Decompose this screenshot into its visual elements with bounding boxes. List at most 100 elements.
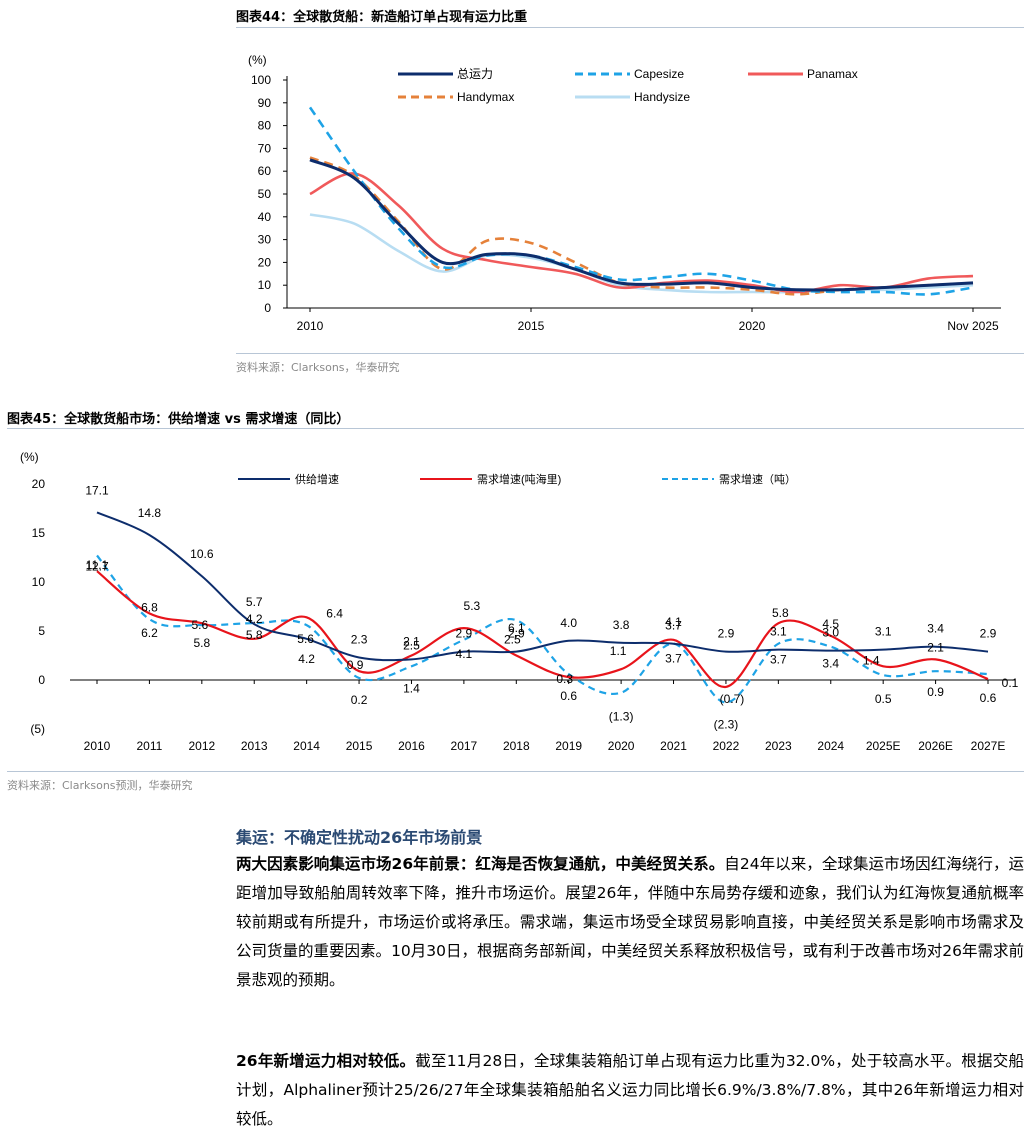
x-tick-label: 2024 (817, 739, 844, 753)
figure-44-title-text: 全球散货船：新造船订单占现有运力比重 (293, 10, 528, 25)
data-label-s0-6: 2.1 (403, 634, 420, 648)
y-tick-label: 5 (38, 624, 45, 638)
y-axis-unit-label: (%) (248, 53, 267, 67)
x-tick-label: 2026E (918, 739, 953, 753)
figure-44-source: 资料来源：Clarksons，华泰研究 (236, 361, 400, 374)
data-label-s0-9: 4.0 (560, 616, 577, 630)
data-label-s0-12: 2.9 (718, 627, 735, 641)
x-tick-label: 2018 (503, 739, 530, 753)
y-tick-label: 60 (258, 164, 272, 178)
data-label-s2-13: 3.7 (770, 653, 787, 667)
data-label-s1-14: 4.5 (822, 617, 839, 631)
legend-label-0: 总运力 (457, 67, 493, 81)
data-label-s0-4: 4.2 (298, 652, 315, 666)
y-tick-label: 0 (264, 301, 271, 315)
x-tick-label: 2027E (971, 739, 1006, 753)
data-label-s1-3: 4.2 (246, 612, 263, 626)
figure-44-top-rule (236, 27, 1024, 28)
data-label-s2-6: 1.4 (403, 681, 420, 695)
legend-label-2: Panamax (807, 67, 858, 81)
data-label-s0-15: 3.1 (875, 625, 892, 639)
data-label-s2-14: 3.4 (822, 657, 839, 671)
data-label-s0-5: 2.3 (351, 632, 368, 646)
data-label-s1-16: 2.1 (927, 640, 944, 654)
x-tick-label: 2025E (866, 739, 901, 753)
data-label-s1-10: 1.1 (610, 644, 627, 658)
y-tick-label: 100 (251, 73, 271, 87)
paragraph-1: 两大因素影响集运市场26年前景：红海是否恢复通航，中美经贸关系。自24年以来，全… (236, 850, 1024, 995)
data-label-s0-0: 17.1 (85, 483, 109, 497)
figure-45-title-text: 全球散货船市场：供给增速 vs 需求增速（同比） (64, 412, 350, 427)
chart-44: (%) 0 10 20 30 40 50 60 70 80 90 100 2010 2015 2020 Nov… (248, 53, 1001, 333)
y-tick-label: 40 (258, 210, 272, 224)
y-axis-unit-label: (%) (20, 450, 39, 464)
data-label-s1-17: 0.1 (1002, 676, 1019, 690)
paragraph-2-body: 截至11月28日，全球集装箱船订单占现有运力比重为32.0%，处于较高水平。根据… (236, 1052, 1024, 1128)
legend-label-2: 需求增速（吨） (719, 472, 796, 486)
paragraph-2-lead: 26年新增运力相对较低。 (236, 1052, 416, 1070)
series-line-2 (309, 172, 974, 294)
data-label-s1-9: 0.3 (556, 672, 573, 686)
figure-45-title: 图表45：全球散货船市场：供给增速 vs 需求增速（同比） (7, 408, 349, 427)
x-tick-label: 2020 (739, 319, 766, 333)
data-label-s0-17: 2.9 (980, 627, 997, 641)
y-tick-label: 20 (32, 477, 46, 491)
y-tick-label: 80 (258, 119, 272, 133)
y-tick-label: 15 (32, 526, 46, 540)
x-tick-label: 2010 (297, 319, 324, 333)
data-label-s2-16: 0.9 (927, 685, 944, 699)
series-line-1 (96, 570, 989, 689)
section-title: 集运：不确定性扰动26年市场前景 (236, 828, 483, 847)
data-label-s2-9: 0.6 (560, 689, 577, 703)
data-label-s1-5: 0.9 (347, 658, 364, 672)
x-tick-label: 2023 (765, 739, 792, 753)
figure-45-top-rule (7, 428, 1024, 429)
data-label-s1-0: 11.1 (86, 558, 109, 572)
x-tick-label: 2019 (555, 739, 582, 753)
data-label-s2-2: 5.6 (191, 618, 208, 632)
data-label-s2-3: 5.8 (246, 628, 263, 642)
legend-label-3: Handymax (457, 90, 514, 104)
x-tick-label: 2017 (451, 739, 478, 753)
data-label-s0-16: 3.4 (927, 622, 944, 636)
y-tick-label: 20 (258, 255, 272, 269)
series-line-2 (96, 554, 989, 704)
data-label-s1-11: 4.1 (665, 615, 682, 629)
data-label-s2-15: 0.5 (875, 692, 892, 706)
x-tick-label: 2021 (660, 739, 687, 753)
x-tick-label: 2011 (137, 739, 163, 753)
x-tick-label: 2013 (241, 739, 268, 753)
legend-label-0: 供给增速 (295, 472, 339, 486)
data-label-s0-3: 5.7 (246, 595, 263, 609)
x-tick-label: 2015 (346, 739, 373, 753)
data-label-s1-13: 5.8 (772, 606, 789, 620)
series-line-1 (308, 106, 974, 296)
y-tick-label: 70 (258, 141, 272, 155)
y-tick-label: 90 (258, 96, 272, 110)
figure-45-source: 资料来源：Clarksons预测，华泰研究 (7, 779, 193, 792)
legend-label-1: 需求增速(吨海里) (477, 472, 561, 486)
data-label-s1-6: 2.5 (403, 639, 420, 653)
data-label-s1-8: 2.5 (504, 633, 521, 647)
series-line-0 (309, 158, 974, 292)
data-label-s0-8: 2.9 (508, 627, 525, 641)
y-tick-label: 0 (38, 673, 45, 687)
paragraph-1-body: 自24年以来，全球集运市场因红海绕行，运距增加导致船舶周转效率下降，推升市场运价… (236, 855, 1024, 989)
y-tick-label: (5) (30, 722, 45, 736)
data-label-s1-2: 5.8 (193, 636, 210, 650)
data-label-s2-5: 0.2 (351, 693, 368, 707)
data-label-s0-13: 3.1 (770, 625, 787, 639)
data-label-s2-7: 4.1 (456, 647, 473, 661)
data-label-s2-8: 6.1 (508, 621, 525, 635)
x-tick-label: 2016 (398, 739, 425, 753)
data-label-s2-1: 6.2 (141, 626, 158, 640)
data-label-s0-11: 3.7 (665, 619, 682, 633)
y-tick-label: 10 (258, 278, 272, 292)
paragraph-2: 26年新增运力相对较低。截至11月28日，全球集装箱船订单占现有运力比重为32.… (236, 1047, 1024, 1134)
paragraph-1-lead: 两大因素影响集运市场26年前景：红海是否恢复通航，中美经贸关系。 (236, 855, 725, 873)
data-label-s2-12: (2.3) (714, 718, 739, 732)
figure-44-bottom-rule (236, 353, 1024, 354)
data-label-s2-10: (1.3) (609, 710, 634, 724)
x-tick-label: 2022 (713, 739, 740, 753)
data-label-s0-7: 2.9 (456, 627, 473, 641)
